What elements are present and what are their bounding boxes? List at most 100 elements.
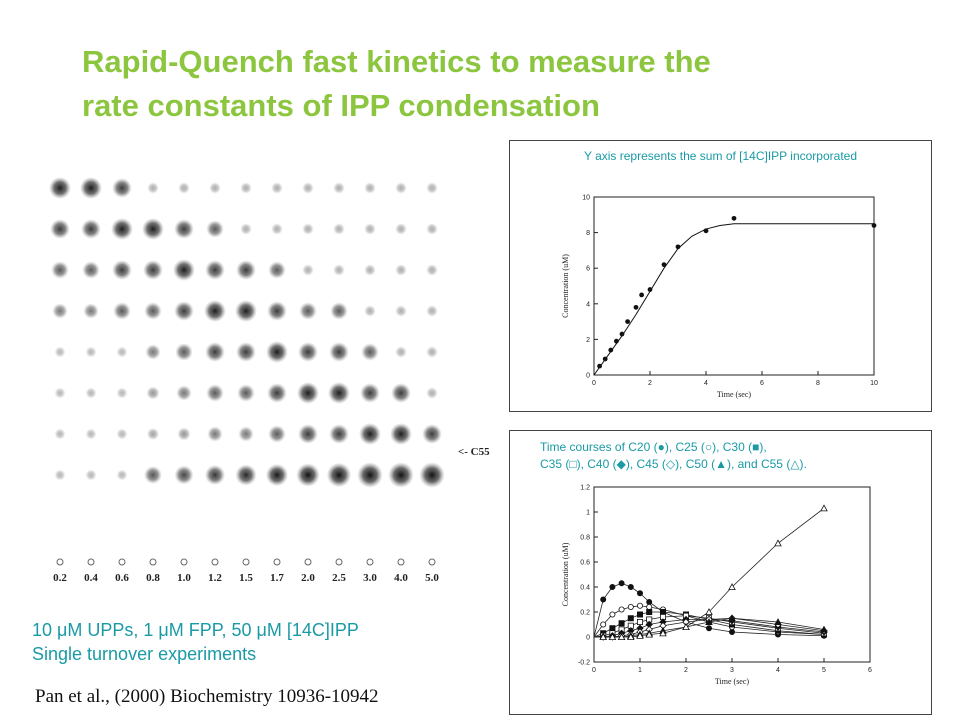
tlc-spot [395, 305, 407, 317]
point-c55 [682, 623, 690, 631]
point-c20 [618, 580, 625, 587]
tlc-lane-label: 1.2 [208, 572, 222, 584]
x-tick-label: 4 [704, 380, 708, 387]
point-c20 [627, 583, 634, 590]
x-tick-label: 0 [592, 380, 596, 387]
tlc-spot [49, 177, 71, 199]
tlc-spot [82, 261, 100, 279]
tlc-spot [302, 264, 314, 276]
tlc-spot [265, 463, 289, 487]
tlc-spot [360, 383, 380, 403]
point-c25 [600, 621, 607, 628]
tlc-spot [207, 426, 223, 442]
tlc-spot [268, 425, 286, 443]
tlc-spot [271, 182, 283, 194]
point-c35 [637, 618, 644, 625]
y-tick-label: 4 [586, 301, 590, 308]
tlc-spot [357, 462, 383, 488]
tlc-lane-label: 3.0 [363, 572, 377, 584]
tlc-spot [146, 427, 160, 441]
tlc-spot [333, 264, 345, 276]
tlc-spot [54, 387, 66, 399]
tlc-spot [235, 300, 257, 322]
tlc-spot [143, 260, 163, 280]
data-point [639, 292, 644, 298]
tlc-spot [426, 223, 438, 235]
tlc-spot [50, 219, 70, 239]
tlc-spot [395, 264, 407, 276]
tlc-spot [113, 302, 131, 320]
point-c55 [617, 633, 626, 641]
tlc-spot [206, 220, 224, 238]
tlc-spot [178, 182, 190, 194]
y-tick-label: 0.6 [580, 560, 590, 567]
y-tick-label: 0.2 [580, 610, 590, 617]
tlc-spot [361, 343, 379, 361]
tlc-spot [299, 302, 317, 320]
y-tick-label: 1.2 [580, 485, 590, 492]
tlc-spot [177, 427, 191, 441]
tlc-origin-spot [211, 558, 219, 566]
tlc-spot [426, 305, 438, 317]
tlc-spot [85, 387, 97, 399]
point-c20 [646, 598, 653, 605]
x-tick-label: 0 [592, 667, 596, 674]
tlc-spot [364, 305, 376, 317]
tlc-spot [298, 424, 318, 444]
tlc-origin-spot [366, 558, 374, 566]
point-c20 [728, 628, 735, 635]
x-tick-label: 4 [776, 667, 780, 674]
tlc-spot [147, 182, 159, 194]
tlc-spot [333, 182, 345, 194]
tlc-spot [364, 223, 376, 235]
tlc-spot [112, 260, 132, 280]
tlc-spot [85, 469, 97, 481]
point-c20 [637, 590, 644, 597]
tlc-spot [81, 219, 101, 239]
point-c20 [600, 596, 607, 603]
total-incorporation-chart: 0 2 4 6 8 10 0 2 4 6 8 10 Time (sec) Concentration (u… [561, 195, 878, 400]
data-point [619, 331, 625, 337]
tlc-spot [364, 264, 376, 276]
data-point [597, 363, 602, 369]
tlc-spot [54, 469, 66, 481]
tlc-spot [85, 428, 97, 440]
y-axis-label: Concentration (uM) [561, 542, 570, 606]
plot-frame [593, 486, 871, 663]
tlc-origin-spot [242, 558, 250, 566]
tlc-spot [364, 182, 376, 194]
tlc-spot [174, 301, 194, 321]
data-point [614, 338, 619, 344]
point-c30 [618, 620, 625, 627]
point-c25 [609, 611, 616, 618]
citation: Pan et al., (2000) Biochemistry 10936-10… [35, 686, 379, 707]
tlc-lane-label: 1.5 [239, 572, 253, 584]
point-c55 [705, 608, 713, 616]
conditions-line-1: 10 μM UPPs, 1 μM FPP, 50 μM [14C]IPP [32, 620, 359, 640]
tlc-spot [174, 465, 194, 485]
tlc-spot [80, 177, 102, 199]
tlc-spot [388, 462, 414, 488]
tlc-origin-spot [87, 558, 95, 566]
tlc-spot [176, 385, 192, 401]
point-c55 [820, 504, 828, 512]
tlc-lane-label: 0.6 [115, 572, 129, 584]
tlc-spot [426, 346, 438, 358]
point-c55 [774, 539, 782, 547]
tlc-spot [111, 218, 133, 240]
tlc-spot [52, 303, 68, 319]
fit-curve [593, 223, 874, 376]
tlc-spot [333, 223, 345, 235]
slide-title: Rapid-Quench fast kinetics to measure th… [82, 40, 882, 128]
tlc-spot [143, 465, 163, 485]
y-tick-label: 1 [586, 510, 590, 517]
slide-title-line-1: Rapid-Quench fast kinetics to measure th… [82, 44, 711, 79]
point-c25 [627, 603, 634, 610]
tlc-origin-spot [304, 558, 312, 566]
x-tick-label: 6 [868, 667, 872, 674]
experiment-conditions: 10 μM UPPs, 1 μM FPP, 50 μM [14C]IPP Sin… [32, 618, 359, 666]
tlc-origin-spot [118, 558, 126, 566]
tlc-spot [205, 342, 225, 362]
y-tick-label: 0 [586, 635, 590, 642]
